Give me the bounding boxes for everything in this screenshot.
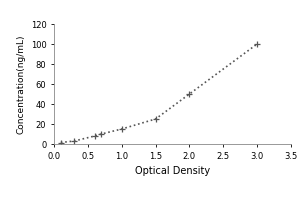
Y-axis label: Concentration(ng/mL): Concentration(ng/mL) <box>16 34 25 134</box>
X-axis label: Optical Density: Optical Density <box>135 166 210 176</box>
